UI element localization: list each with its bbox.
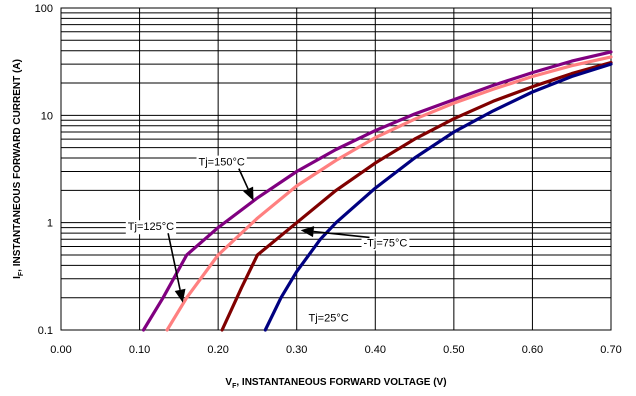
grid: [60, 8, 612, 331]
x-tick-labels: 0.00 0.10 0.20 0.30 0.40 0.50 0.60 0.70: [50, 344, 621, 356]
series-line-0: [141, 50, 613, 332]
y-axis-title-rest: , INSTANTANEOUS FORWARD CURRENT (A): [12, 59, 23, 272]
x-tick-label: 0.10: [129, 344, 150, 356]
y-tick-label: 0.1: [38, 325, 53, 337]
y-tick-label: 100: [35, 3, 53, 15]
y-axis-title: IF, INSTANTANEOUS FORWARD CURRENT (A): [12, 59, 25, 279]
series-line-2: [220, 60, 613, 332]
x-tick-label: 0.40: [365, 344, 386, 356]
x-tick-label: 0.20: [207, 344, 228, 356]
series-line-1: [165, 55, 613, 332]
annotation-arrow-shaft: [238, 168, 249, 190]
annotation-label-background: [361, 236, 410, 251]
x-tick-label: 0.30: [286, 344, 307, 356]
plot-area-frame: [60, 7, 612, 331]
series-group: [141, 50, 613, 332]
annotation-arrow-head: [243, 186, 254, 201]
y-tick-label: 10: [41, 110, 53, 122]
annotation-label: Tj=25°C: [309, 313, 349, 325]
annotation-label-background: [125, 220, 177, 235]
y-axis-title-subscript: F: [18, 271, 25, 276]
annotation-label: Tj=125°C: [128, 221, 174, 233]
annotation-label-background: [196, 155, 247, 170]
annotation-arrow-head: [300, 226, 315, 238]
x-tick-label: 0.00: [50, 344, 71, 356]
y-tick-labels: 0.1 1 10 100: [35, 3, 53, 337]
annotation-arrow-shaft: [313, 230, 370, 239]
annotation-label: -Tj=75°C: [364, 237, 408, 249]
series-line-3: [263, 62, 613, 332]
annotations-group: Tj=150°C Tj=125°C -Tj=75°C Tj=25°C: [125, 155, 410, 326]
annotation-arrow-shaft: [167, 233, 181, 291]
annotation-label: Tj=150°C: [199, 157, 245, 169]
y-axis-title-main: I: [12, 276, 23, 279]
x-axis-title: VF, INSTANTANEOUS FORWARD VOLTAGE (V): [225, 377, 446, 390]
x-tick-label: 0.70: [600, 344, 621, 356]
y-tick-label: 1: [47, 218, 53, 230]
x-axis-title-main: V: [225, 377, 232, 388]
x-tick-label: 0.50: [443, 344, 464, 356]
x-axis-title-rest: , INSTANTANEOUS FORWARD VOLTAGE (V): [236, 377, 446, 388]
annotation-arrow-head: [174, 288, 186, 303]
annotation-label-background: [306, 311, 351, 326]
x-axis-title-subscript: F: [232, 383, 237, 390]
x-tick-label: 0.60: [522, 344, 543, 356]
